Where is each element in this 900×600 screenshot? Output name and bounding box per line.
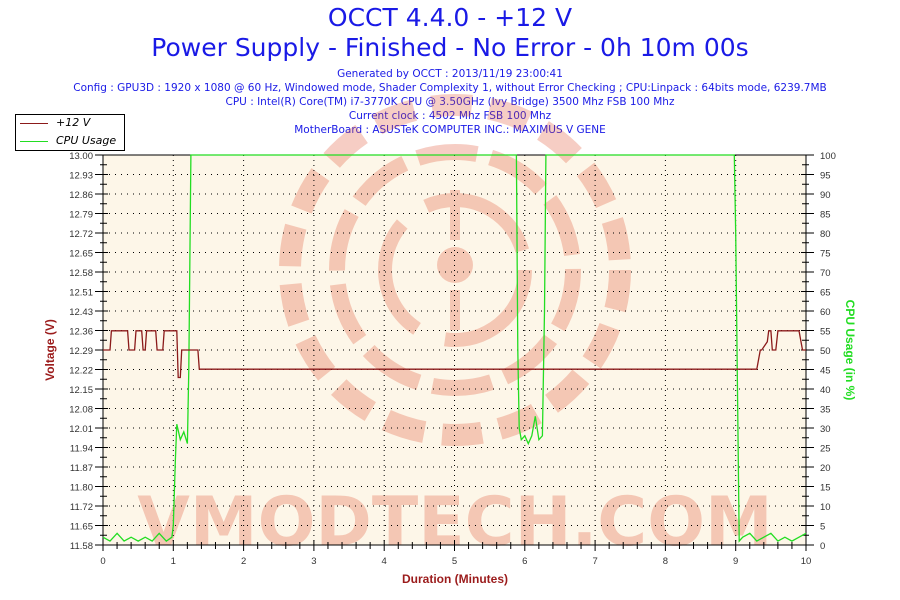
svg-text:11.65: 11.65 — [70, 522, 93, 533]
svg-text:10: 10 — [820, 502, 831, 513]
svg-text:100: 100 — [820, 151, 836, 162]
legend-swatch-cpu — [20, 141, 48, 142]
svg-text:12.58: 12.58 — [69, 268, 93, 279]
legend-label-cpu: CPU Usage — [56, 134, 117, 147]
cpu-info: CPU : Intel(R) Core(TM) i7-3770K CPU @ 3… — [225, 96, 675, 108]
chart-subtitle: Power Supply - Finished - No Error - 0h … — [151, 33, 749, 62]
svg-text:50: 50 — [820, 346, 831, 357]
svg-text:12.15: 12.15 — [69, 385, 93, 396]
voltage-series — [103, 330, 806, 379]
svg-text:75: 75 — [820, 249, 831, 260]
svg-text:12.93: 12.93 — [69, 171, 93, 182]
svg-text:55: 55 — [820, 327, 831, 338]
svg-text:8: 8 — [663, 556, 668, 567]
svg-text:9: 9 — [733, 556, 738, 567]
generated-info: Generated by OCCT : 2013/11/19 23:00:41 — [337, 68, 563, 80]
svg-text:5: 5 — [820, 522, 825, 533]
svg-text:45: 45 — [820, 366, 831, 377]
svg-text:12.43: 12.43 — [69, 307, 93, 318]
svg-text:12.22: 12.22 — [69, 366, 93, 377]
legend: +12 V CPU Usage — [15, 114, 125, 151]
svg-text:0: 0 — [820, 541, 825, 552]
motherboard-info: MotherBoard : ASUSTeK COMPUTER INC.: MAX… — [294, 124, 606, 136]
config-info: Config : GPU3D : 1920 x 1080 @ 60 Hz, Wi… — [73, 82, 827, 94]
svg-text:70: 70 — [820, 268, 831, 279]
svg-text:11.58: 11.58 — [70, 541, 93, 552]
svg-text:20: 20 — [820, 463, 831, 474]
svg-text:11.72: 11.72 — [70, 502, 93, 513]
svg-text:11.87: 11.87 — [70, 463, 93, 474]
svg-text:11.80: 11.80 — [70, 483, 93, 494]
svg-text:0: 0 — [100, 556, 105, 567]
cpu-usage-series — [102, 154, 807, 543]
legend-label-voltage: +12 V — [56, 116, 91, 129]
svg-text:5: 5 — [452, 556, 457, 567]
svg-text:12.01: 12.01 — [69, 424, 93, 435]
svg-text:85: 85 — [820, 210, 831, 221]
svg-text:35: 35 — [820, 405, 831, 416]
legend-item-voltage: +12 V — [16, 115, 124, 131]
svg-text:60: 60 — [820, 307, 831, 318]
svg-text:15: 15 — [820, 483, 831, 494]
svg-text:80: 80 — [820, 229, 831, 240]
svg-text:12.65: 12.65 — [69, 249, 93, 260]
svg-text:65: 65 — [820, 288, 831, 299]
svg-text:1: 1 — [171, 556, 176, 567]
chart-title: OCCT 4.4.0 - +12 V — [327, 3, 573, 32]
svg-text:6: 6 — [522, 556, 527, 567]
svg-text:10: 10 — [801, 556, 812, 567]
y-axis-label-voltage: Voltage (V) — [43, 319, 57, 381]
svg-text:13.00: 13.00 — [69, 151, 93, 162]
svg-text:12.36: 12.36 — [69, 327, 93, 338]
legend-item-cpu: CPU Usage — [16, 133, 124, 149]
svg-text:3: 3 — [311, 556, 316, 567]
svg-text:12.72: 12.72 — [69, 229, 93, 240]
x-axis-label: Duration (Minutes) — [402, 572, 508, 586]
svg-text:12.51: 12.51 — [69, 288, 93, 299]
y2-axis-label-cpu: CPU Usage (in %) — [843, 300, 857, 401]
svg-text:12.29: 12.29 — [69, 346, 93, 357]
svg-text:40: 40 — [820, 385, 831, 396]
svg-text:11.94: 11.94 — [70, 444, 93, 455]
svg-text:90: 90 — [820, 190, 831, 201]
svg-text:30: 30 — [820, 424, 831, 435]
legend-swatch-voltage — [20, 123, 48, 124]
svg-text:2: 2 — [241, 556, 246, 567]
svg-text:12.08: 12.08 — [69, 405, 93, 416]
svg-text:7: 7 — [592, 556, 597, 567]
svg-text:25: 25 — [820, 444, 831, 455]
axes: 11.58 11.65 11.72 11.80 11.87 11.94 12.01 12.08… — [69, 151, 836, 567]
clock-info: Current clock : 4502 Mhz FSB 100 Mhz — [348, 110, 552, 122]
grid — [103, 155, 806, 545]
svg-text:95: 95 — [820, 171, 831, 182]
svg-text:4: 4 — [382, 556, 387, 567]
svg-text:12.79: 12.79 — [69, 210, 93, 221]
svg-text:12.86: 12.86 — [69, 190, 93, 201]
